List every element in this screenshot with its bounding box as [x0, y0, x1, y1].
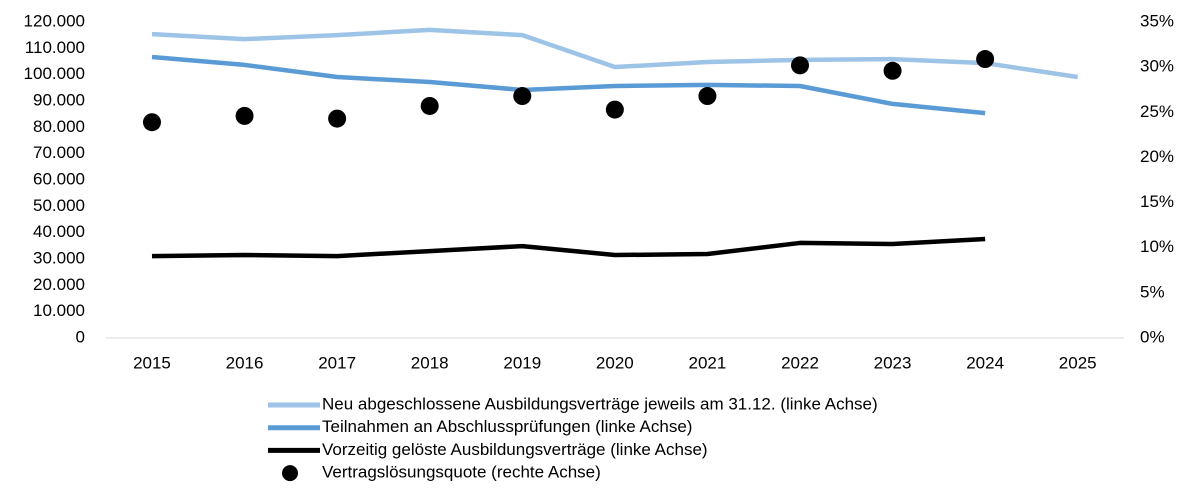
data-point: [235, 106, 254, 125]
y-tick-label: 50.000: [33, 196, 85, 215]
data-line: [151, 27, 1079, 80]
legend-label: Vorzeitig gelöste Ausbildungsverträge (l…: [322, 440, 708, 459]
data-point: [698, 87, 717, 106]
y-tick-label: 0: [76, 327, 85, 346]
x-tick-label: 2020: [596, 353, 634, 372]
x-tick-label: 2021: [689, 353, 727, 372]
y-tick-label: 40.000: [33, 222, 85, 241]
y-tick-label: 100.000: [24, 64, 85, 83]
x-tick-label: 2016: [226, 353, 264, 372]
y-tick-label: 110.000: [25, 38, 85, 57]
data-point: [420, 96, 439, 115]
data-point: [328, 109, 347, 128]
x-tick-label: 2022: [781, 353, 819, 372]
y-tick-label: 60.000: [33, 169, 85, 188]
x-tick-label: 2025: [1059, 353, 1097, 372]
y2-tick-label: 0%: [1140, 327, 1165, 346]
x-tick-label: 2015: [133, 353, 171, 372]
legend-label: Vertragslösungsquote (rechte Achse): [322, 463, 601, 482]
data-point: [976, 50, 995, 69]
data-point: [605, 100, 624, 119]
y2-tick-label: 5%: [1140, 282, 1165, 301]
y-tick-label: 70.000: [33, 143, 85, 162]
y2-tick-label: 35%: [1140, 11, 1174, 30]
y-tick-label: 90.000: [33, 90, 85, 109]
y2-tick-label: 10%: [1140, 237, 1174, 256]
data-line: [151, 236, 986, 259]
data-point: [513, 87, 532, 106]
legend-label: Teilnahmen an Abschlussprüfungen (linke …: [322, 417, 692, 436]
legend-marker: [282, 465, 298, 482]
y-tick-label: 20.000: [33, 275, 85, 294]
y-tick-label: 120.000: [24, 11, 85, 30]
data-line: [151, 54, 986, 116]
data-point: [883, 61, 902, 80]
data-point: [142, 113, 161, 132]
x-tick-label: 2024: [966, 353, 1004, 372]
y-tick-label: 80.000: [33, 117, 85, 136]
y2-tick-label: 15%: [1140, 192, 1174, 211]
x-tick-label: 2017: [318, 353, 356, 372]
y2-tick-label: 25%: [1140, 102, 1174, 121]
data-point: [790, 56, 809, 75]
x-tick-label: 2019: [503, 353, 541, 372]
y2-tick-label: 30%: [1140, 57, 1174, 76]
legend-label: Neu abgeschlossene Ausbildungsverträge j…: [322, 394, 878, 413]
y-tick-label: 10.000: [33, 301, 85, 320]
y-tick-label: 30.000: [33, 248, 85, 267]
x-tick-label: 2018: [411, 353, 449, 372]
x-tick-label: 2023: [874, 353, 912, 372]
y2-tick-label: 20%: [1140, 147, 1174, 166]
